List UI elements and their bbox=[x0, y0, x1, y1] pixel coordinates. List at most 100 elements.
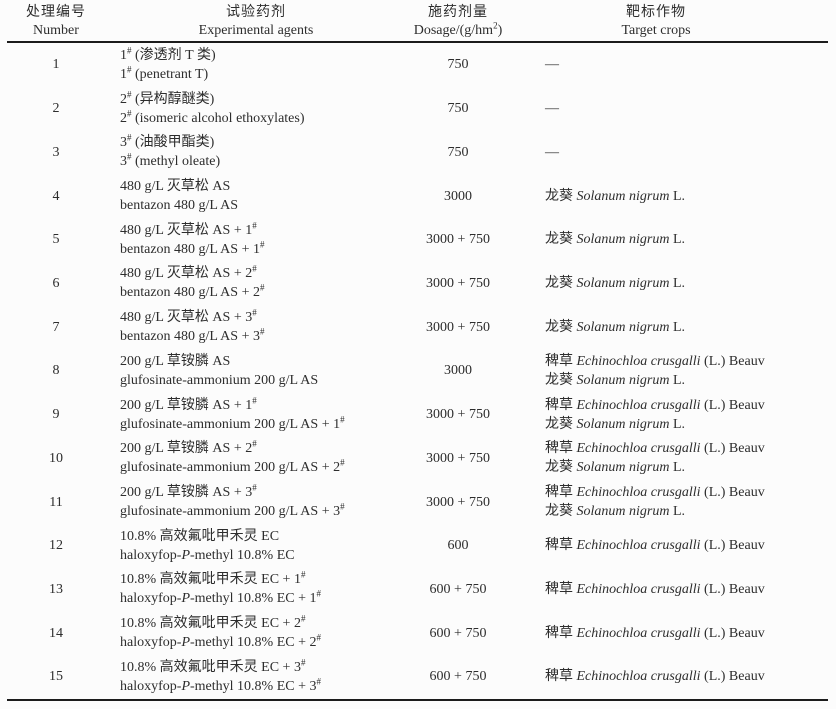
agent-cell: 10.8% 高效氟吡甲禾灵 EC + 1# haloxyfop-P-methyl … bbox=[112, 570, 400, 608]
treatment-number: 7 bbox=[52, 319, 60, 335]
table-row: 5 480 g/L 灭草松 AS + 1# bentazon 480 g/L AS … bbox=[0, 218, 836, 262]
dosage-value: 600 bbox=[447, 538, 469, 554]
bottom-rule bbox=[7, 698, 828, 701]
agent-cell: 480 g/L 灭草松 AS bentazon 480 g/L AS bbox=[112, 177, 400, 215]
agent-line: 200 g/L 草铵膦 AS + 3# bbox=[120, 482, 257, 501]
header-col-target: 靶标作物 Target crops bbox=[516, 4, 836, 41]
table-row: 7 480 g/L 灭草松 AS + 3# bentazon 480 g/L AS … bbox=[0, 305, 836, 349]
agent-cell: 2# (异构醇醚类) 2# (isomeric alcohol ethoxylat… bbox=[112, 88, 400, 128]
dosage-value: 750 bbox=[447, 101, 469, 117]
dosage-value: 750 bbox=[447, 144, 469, 160]
target-line: 稗草 Echinochloa crusgalli (L.) Beauv bbox=[545, 625, 765, 641]
agent-line: 3# (油酸甲酯类) bbox=[120, 132, 215, 151]
agent-line: 2# (异构醇醚类) bbox=[120, 88, 215, 107]
treatment-number: 5 bbox=[52, 232, 60, 248]
dosage-value: 3000 + 750 bbox=[426, 407, 490, 423]
treatment-number: 3 bbox=[52, 144, 60, 160]
target-cell: 稗草 Echinochloa crusgalli (L.) Beauv 龙葵 So… bbox=[516, 439, 836, 477]
target-line: 龙葵 Solanum nigrum L. bbox=[545, 416, 686, 432]
header-rule bbox=[7, 41, 828, 43]
dosage-value: 3000 bbox=[444, 363, 472, 379]
agent-line: 10.8% 高效氟吡甲禾灵 EC + 2# bbox=[120, 613, 306, 632]
agent-line: glufosinate-ammonium 200 g/L AS bbox=[120, 372, 319, 388]
target-line: 龙葵 Solanum nigrum L. bbox=[545, 460, 686, 476]
target-line: 稗草 Echinochloa crusgalli (L.) Beauv bbox=[545, 441, 765, 457]
agent-cell: 480 g/L 灭草松 AS + 1# bentazon 480 g/L AS +… bbox=[112, 221, 400, 259]
treatment-number: 14 bbox=[49, 625, 63, 641]
agent-line: 3# (methyl oleate) bbox=[120, 151, 221, 170]
agent-line: 10.8% 高效氟吡甲禾灵 EC + 3# bbox=[120, 657, 306, 675]
agent-cell: 3# (油酸甲酯类) 3# (methyl oleate) bbox=[112, 133, 400, 171]
treatment-number: 13 bbox=[49, 581, 63, 597]
dosage-value: 3000 + 750 bbox=[426, 450, 490, 466]
table-row: 12 10.8% 高效氟吡甲禾灵 EC haloxyfop-P-methyl 10.… bbox=[0, 524, 836, 568]
agent-line: 1# (渗透剂 T 类) bbox=[120, 45, 216, 63]
table-row: 8 200 g/L 草铵膦 AS glufosinate-ammonium 200 … bbox=[0, 349, 836, 393]
agent-line: 200 g/L 草铵膦 AS + 2# bbox=[120, 438, 257, 457]
agent-line: bentazon 480 g/L AS + 1# bbox=[120, 239, 265, 257]
target-cell: 稗草 Echinochloa crusgalli (L.) Beauv bbox=[516, 624, 836, 643]
table-row: 6 480 g/L 灭草松 AS + 2# bentazon 480 g/L AS … bbox=[0, 262, 836, 306]
header-target-en: Target crops bbox=[621, 23, 691, 38]
target-line: 稗草 Echinochloa crusgalli (L.) Beauv bbox=[545, 581, 765, 597]
target-cell: 稗草 Echinochloa crusgalli (L.) Beauv bbox=[516, 580, 836, 599]
header-col-dosage: 施药剂量 Dosage/(g/hm2) bbox=[400, 4, 516, 41]
agent-line: 480 g/L 灭草松 AS + 3# bbox=[120, 307, 257, 326]
header-agents-cn: 试验药剂 bbox=[226, 5, 286, 20]
agent-line: glufosinate-ammonium 200 g/L AS + 1# bbox=[120, 413, 345, 432]
target-cell: 龙葵 Solanum nigrum L. bbox=[516, 318, 836, 337]
dosage-value: 600 + 750 bbox=[429, 669, 487, 685]
table-row: 10 200 g/L 草铵膦 AS + 2# glufosinate-ammoniu… bbox=[0, 436, 836, 480]
treatment-number: 4 bbox=[52, 188, 60, 204]
header-target-cn: 靶标作物 bbox=[626, 5, 686, 20]
agent-cell: 10.8% 高效氟吡甲禾灵 EC + 2# haloxyfop-P-methyl … bbox=[112, 614, 400, 652]
header-number-cn: 处理编号 bbox=[26, 5, 86, 20]
target-cell: 龙葵 Solanum nigrum L. bbox=[516, 274, 836, 293]
agent-line: 480 g/L 灭草松 AS + 1# bbox=[120, 220, 257, 238]
agent-line: 10.8% 高效氟吡甲禾灵 EC + 1# bbox=[120, 569, 306, 588]
treatment-number: 6 bbox=[52, 275, 60, 291]
agent-cell: 10.8% 高效氟吡甲禾灵 EC + 3# haloxyfop-P-methyl … bbox=[112, 658, 400, 696]
agent-line: 200 g/L 草铵膦 AS + 1# bbox=[120, 394, 257, 413]
dosage-value: 3000 + 750 bbox=[426, 275, 490, 291]
target-cell: — bbox=[516, 99, 836, 118]
target-cell: 稗草 Echinochloa crusgalli (L.) Beauv bbox=[516, 536, 836, 555]
target-line: — bbox=[545, 57, 559, 73]
target-line: 稗草 Echinochloa crusgalli (L.) Beauv bbox=[545, 353, 765, 369]
header-col-number: 处理编号 Number bbox=[0, 4, 112, 41]
dosage-value: 750 bbox=[447, 57, 469, 73]
agent-line: bentazon 480 g/L AS bbox=[120, 198, 239, 214]
agent-line: bentazon 480 g/L AS + 2# bbox=[120, 282, 265, 301]
target-cell: 稗草 Echinochloa crusgalli (L.) Beauv 龙葵 So… bbox=[516, 483, 836, 521]
agent-line: haloxyfop-P-methyl 10.8% EC + 2# bbox=[120, 632, 321, 651]
target-line: 龙葵 Solanum nigrum L. bbox=[545, 232, 686, 248]
target-line: 稗草 Echinochloa crusgalli (L.) Beauv bbox=[545, 669, 765, 685]
table-row: 3 3# (油酸甲酯类) 3# (methyl oleate) 750 — bbox=[0, 130, 836, 174]
target-cell: 龙葵 Solanum nigrum L. bbox=[516, 230, 836, 249]
header-col-agents: 试验药剂 Experimental agents bbox=[112, 4, 400, 41]
dosage-value: 3000 + 750 bbox=[426, 319, 490, 335]
agent-cell: 480 g/L 灭草松 AS + 3# bentazon 480 g/L AS +… bbox=[112, 308, 400, 346]
target-cell: — bbox=[516, 143, 836, 162]
table-header: 处理编号 Number 试验药剂 Experimental agents 施药剂… bbox=[0, 0, 836, 41]
treatment-number: 8 bbox=[52, 363, 60, 379]
target-line: — bbox=[545, 101, 559, 117]
treatment-number: 2 bbox=[52, 101, 60, 117]
treatment-number: 1 bbox=[52, 57, 60, 73]
table-row: 11 200 g/L 草铵膦 AS + 3# glufosinate-ammoniu… bbox=[0, 480, 836, 524]
treatment-number: 9 bbox=[52, 407, 60, 423]
dosage-value: 600 + 750 bbox=[429, 581, 487, 597]
agent-line: haloxyfop-P-methyl 10.8% EC + 1# bbox=[120, 588, 321, 607]
agent-line: 10.8% 高效氟吡甲禾灵 EC bbox=[120, 528, 280, 544]
treatment-number: 11 bbox=[49, 494, 63, 510]
agent-line: 480 g/L 灭草松 AS + 2# bbox=[120, 263, 257, 282]
table-row: 2 2# (异构醇醚类) 2# (isomeric alcohol ethoxyla… bbox=[0, 87, 836, 131]
target-line: 稗草 Echinochloa crusgalli (L.) Beauv bbox=[545, 485, 765, 501]
agent-cell: 200 g/L 草铵膦 AS + 3# glufosinate-ammonium … bbox=[112, 483, 400, 521]
table-row: 14 10.8% 高效氟吡甲禾灵 EC + 2# haloxyfop-P-methy… bbox=[0, 611, 836, 655]
target-cell: 稗草 Echinochloa crusgalli (L.) Beauv bbox=[516, 667, 836, 686]
target-line: 龙葵 Solanum nigrum L. bbox=[545, 504, 686, 520]
target-cell: 稗草 Echinochloa crusgalli (L.) Beauv 龙葵 So… bbox=[516, 352, 836, 390]
dosage-value: 600 + 750 bbox=[429, 625, 487, 641]
